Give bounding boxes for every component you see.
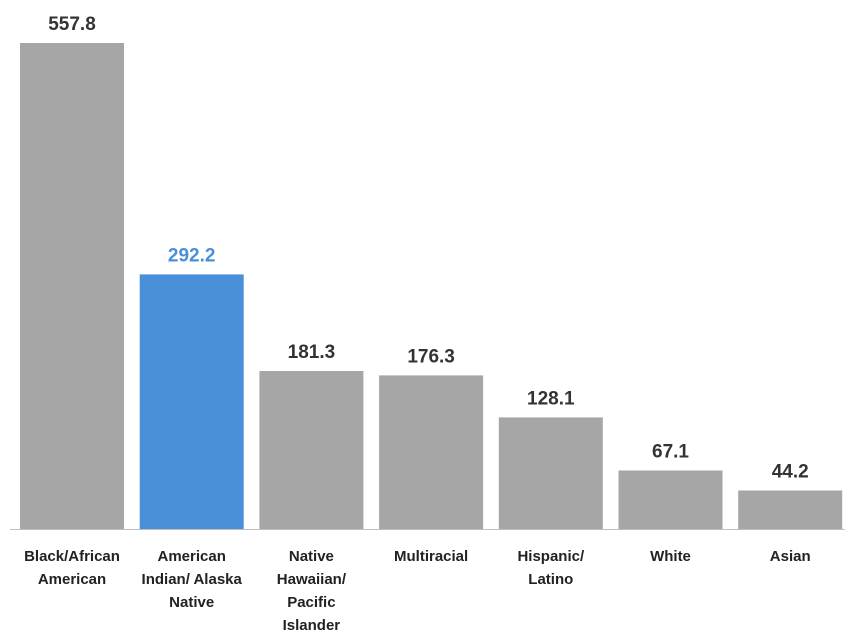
category-label-line: Hawaiian/	[277, 571, 347, 588]
category-label-black-african-american: Black/African American	[24, 548, 120, 588]
category-label-line: White	[650, 548, 691, 565]
category-label-hispanic-latino: Hispanic/Latino	[517, 548, 585, 588]
value-label-multiracial: 176.3	[407, 346, 455, 367]
category-label-american-indian-alaska-native: American Indian/ Alaska Native	[142, 548, 243, 611]
category-label-native-hawaiian-pacific-islander: Native Hawaiian/Pacific Islander	[277, 548, 347, 634]
category-label-line: American	[158, 548, 226, 565]
category-label-line: Latino	[528, 571, 573, 588]
category-label-line: Pacific	[287, 594, 335, 611]
bars-group	[20, 43, 843, 529]
bar-white	[618, 470, 723, 529]
value-label-asian: 44.2	[772, 462, 809, 483]
value-label-native-hawaiian-pacific-islander: 181.3	[288, 342, 336, 363]
category-label-line: Asian	[770, 548, 811, 565]
category-labels-group: Black/African American American Indian/ Ala…	[24, 548, 811, 634]
value-labels-group: 557.8 292.2 181.3 176.3 128.1 67.1 44.2	[48, 14, 808, 483]
category-label-multiracial: Multiracial	[394, 548, 468, 565]
value-label-hispanic-latino: 128.1	[527, 388, 575, 409]
category-label-line: American	[38, 571, 106, 588]
value-label-black-african-american: 557.8	[48, 14, 96, 35]
value-label-american-indian-alaska-native: 292.2	[168, 245, 216, 266]
category-label-white: White	[650, 548, 691, 565]
category-label-line: Native	[169, 594, 214, 611]
bar-native-hawaiian-pacific-islander	[259, 371, 364, 529]
bar-multiracial	[379, 375, 484, 529]
category-label-line: Native	[289, 548, 334, 565]
bar-hispanic-latino	[498, 417, 603, 529]
bar-american-indian-alaska-native	[139, 274, 244, 529]
category-label-line: Hispanic/	[517, 548, 585, 565]
bar-asian	[738, 490, 843, 529]
bar-black-african-american	[20, 43, 124, 529]
value-label-white: 67.1	[652, 442, 689, 463]
category-label-line: Islander	[283, 617, 341, 634]
category-label-line: Multiracial	[394, 548, 468, 565]
category-label-line: Black/African	[24, 548, 120, 565]
category-label-line: Indian/ Alaska	[142, 571, 243, 588]
category-label-asian: Asian	[770, 548, 811, 565]
